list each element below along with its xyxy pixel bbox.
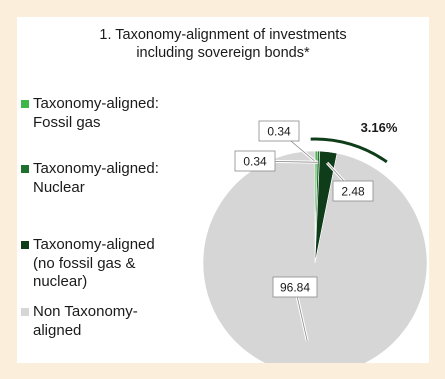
legend-item-fossil-gas: Taxonomy-aligned: Fossil gas [21,95,183,132]
legend-label-fossil-gas: Taxonomy-aligned: Fossil gas [33,95,159,131]
legend-swatch-nuclear [21,165,29,173]
legend-swatch-fossil-gas [21,100,29,108]
data-label-box-1 [234,150,276,172]
legend-swatch-other-aligned [21,241,29,249]
pie-slice-3 [202,150,428,363]
legend-swatch-non-aligned [21,308,29,316]
legend-label-non-aligned: Non Taxonomy- aligned [33,303,138,339]
data-label-box-0 [258,120,300,142]
legend-item-other-aligned: Taxonomy-aligned (no fossil gas & nuclea… [21,236,183,292]
legend-item-non-aligned: Non Taxonomy- aligned [21,303,183,340]
data-label-2: 2.48 [341,185,365,199]
aligned-share-arc [310,137,388,164]
aligned-share-annotation: 3.16% [361,120,398,135]
data-label-3: 96.84 [280,281,310,295]
data-label-0: 0.34 [267,125,291,139]
data-label-1: 0.34 [243,155,267,169]
legend-label-other-aligned: Taxonomy-aligned (no fossil gas & nuclea… [33,236,155,290]
data-label-box-3 [272,276,318,298]
data-label-box-2 [332,180,374,202]
legend-label-nuclear: Taxonomy-aligned: Nuclear [33,160,159,196]
chart-title: 1. Taxonomy-alignment of investments inc… [99,27,347,61]
chart-panel: 1. Taxonomy-alignment of investments inc… [17,17,429,363]
pie-chart: 0.34 0.34 2.48 96.84 3.16% [202,120,428,363]
legend-item-nuclear: Taxonomy-aligned: Nuclear [21,160,183,197]
